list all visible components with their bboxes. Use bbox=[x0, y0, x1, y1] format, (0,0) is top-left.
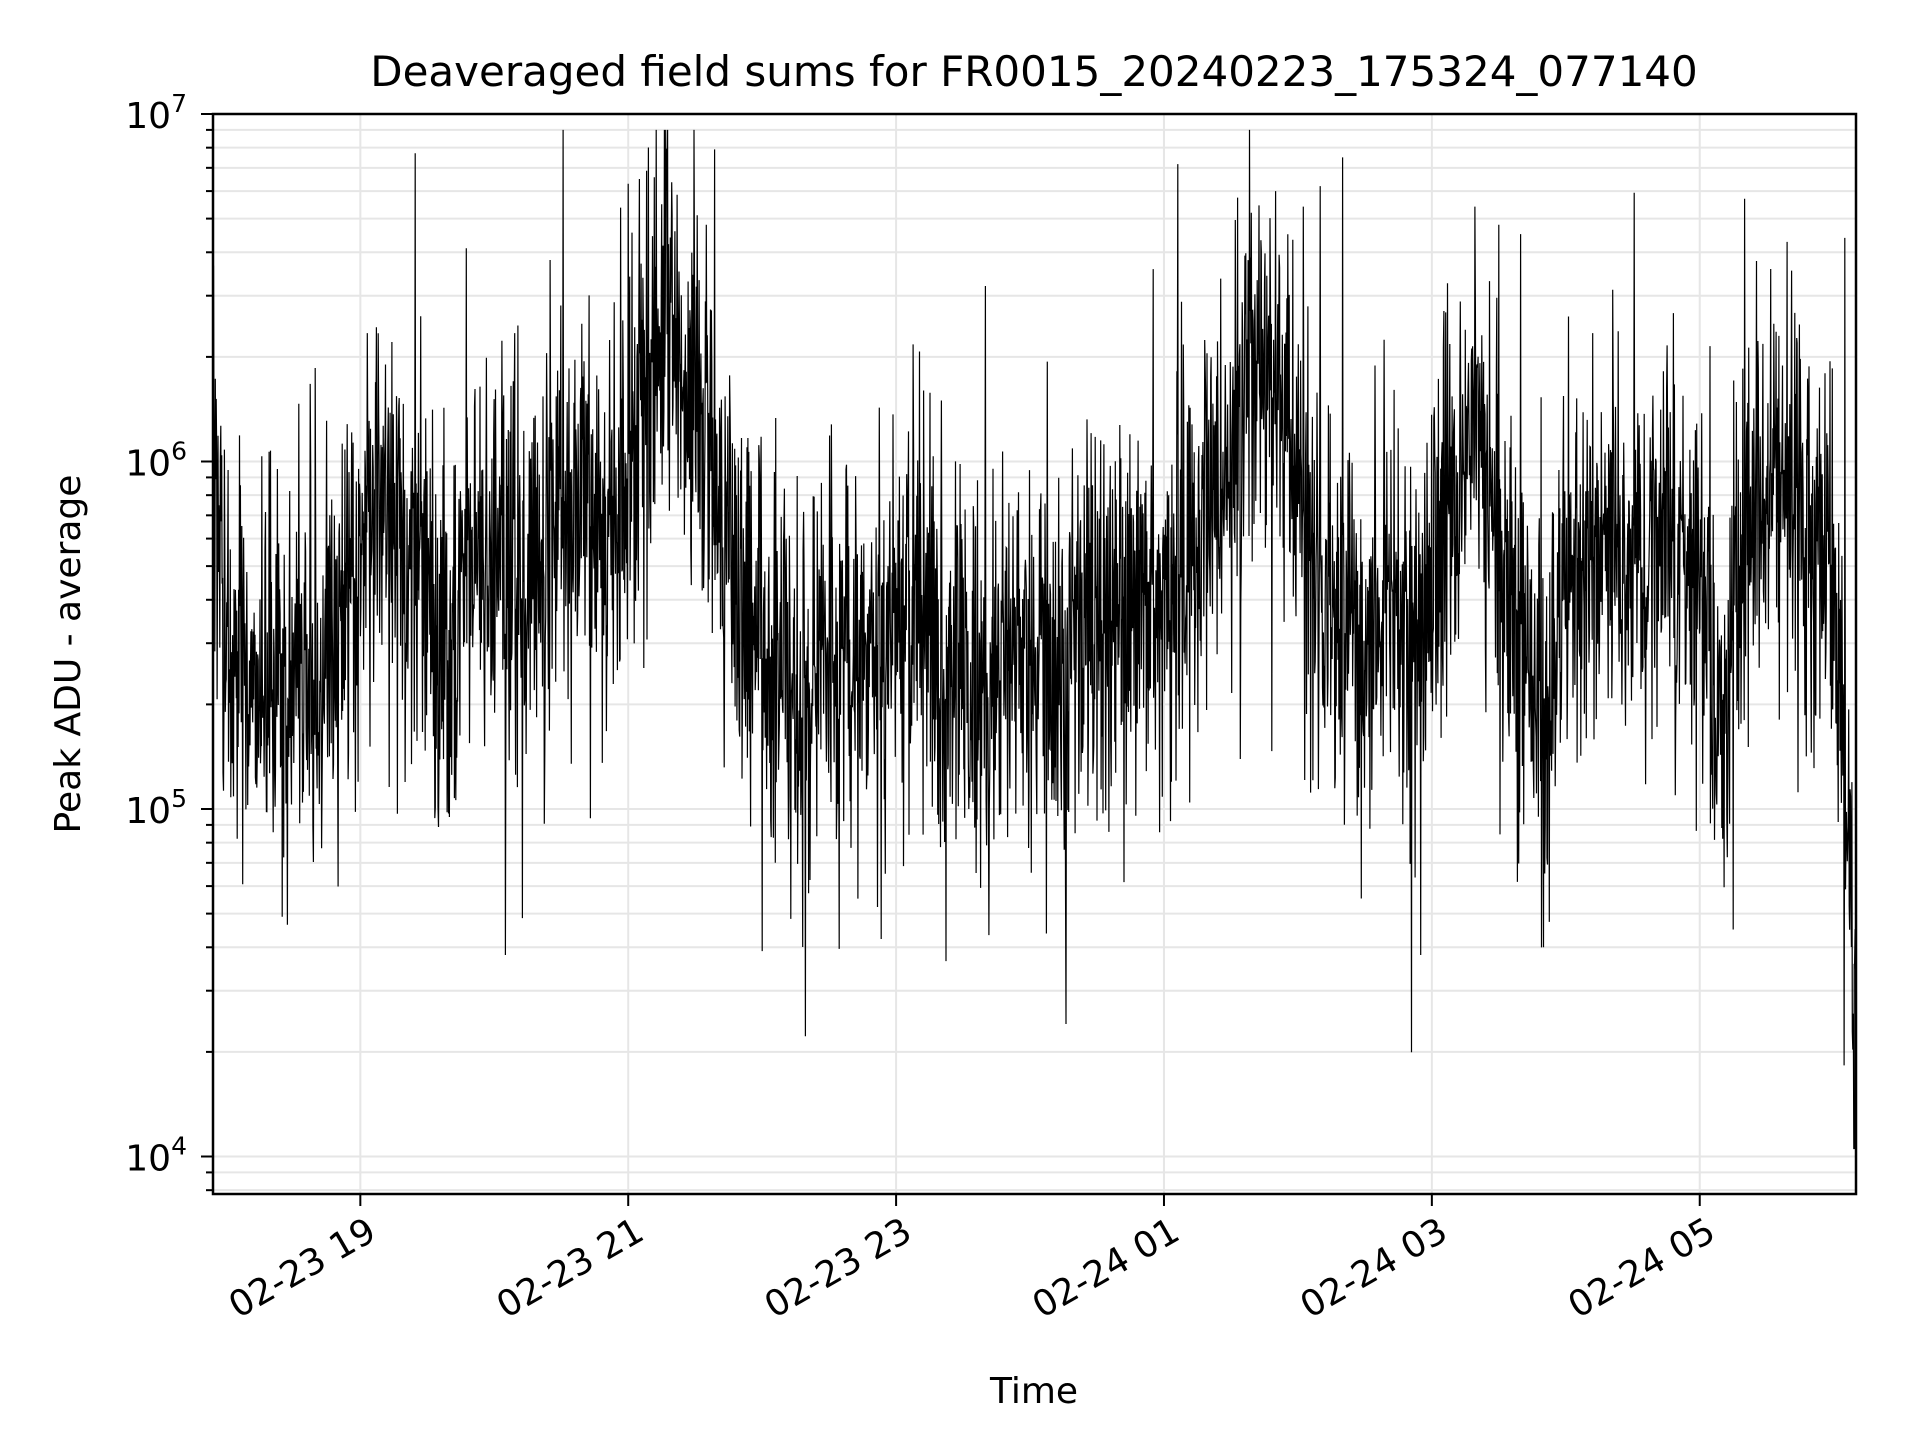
x-axis-label: Time bbox=[989, 1371, 1078, 1412]
series-layer bbox=[213, 129, 1856, 1150]
y-tick-label: 105 bbox=[125, 784, 187, 832]
grid-layer bbox=[213, 113, 1856, 1194]
plot-frame bbox=[211, 112, 1858, 1196]
y-tick-label: 106 bbox=[125, 437, 187, 485]
y-tick-label: 107 bbox=[125, 89, 187, 137]
series-line bbox=[213, 129, 1856, 1150]
chart-title: Deaveraged field sums for FR0015_2024022… bbox=[370, 47, 1698, 96]
y-tick-label: 104 bbox=[125, 1132, 187, 1180]
y-axis-label: Peak ADU - average bbox=[48, 475, 89, 834]
